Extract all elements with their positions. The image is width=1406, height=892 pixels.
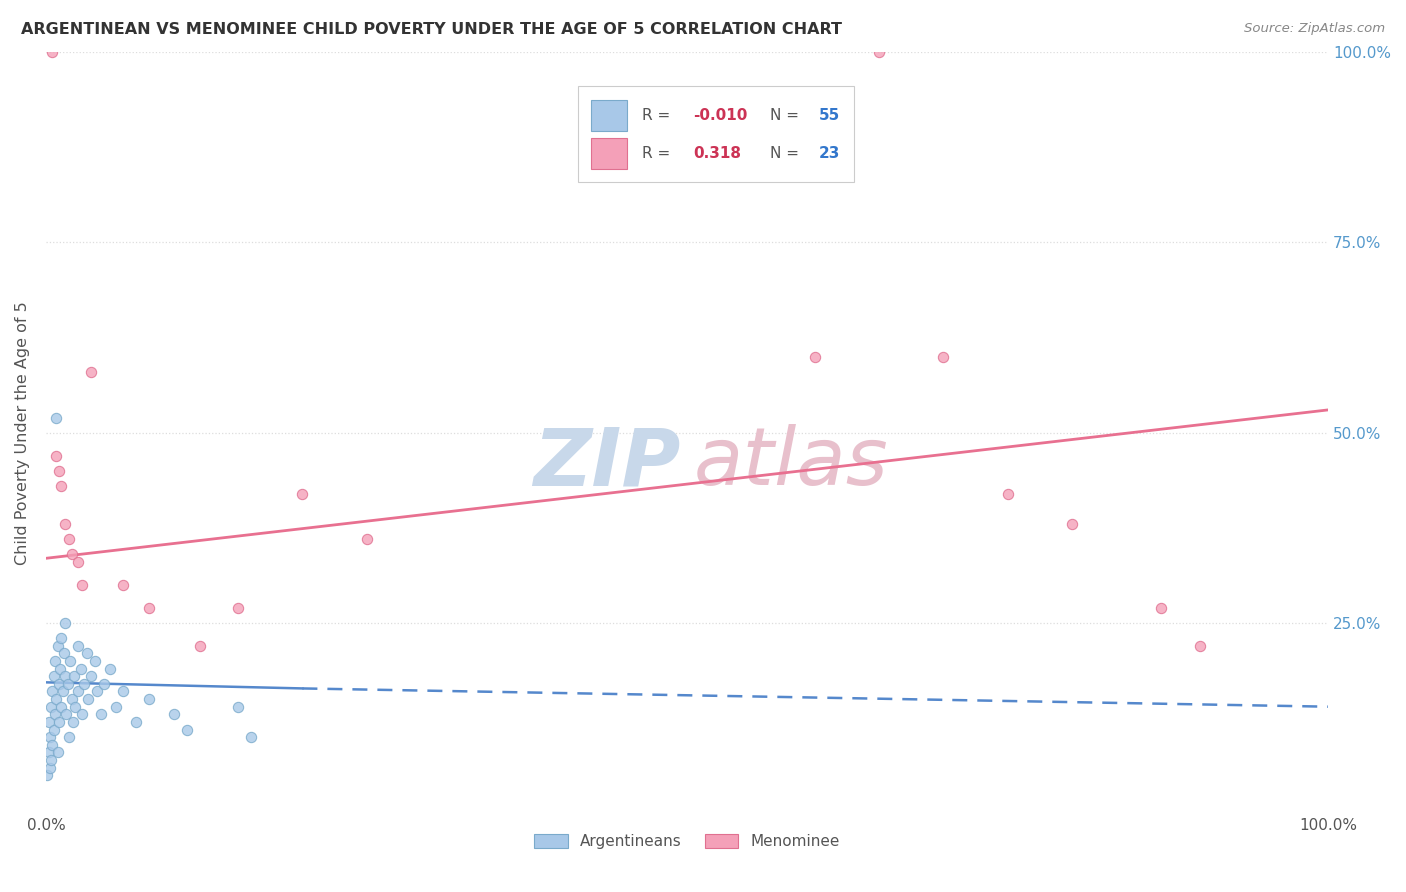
Point [42, 723, 65, 737]
Point [70, 578, 93, 592]
Point [65, 699, 87, 714]
Point [1150, 600, 1173, 615]
Point [38, 745, 60, 759]
Point [1060, 516, 1083, 531]
Point [176, 723, 198, 737]
Point [1188, 639, 1211, 653]
Point [48, 464, 70, 478]
Text: ARGENTINEAN VS MENOMINEE CHILD POVERTY UNDER THE AGE OF 5 CORRELATION CHART: ARGENTINEAN VS MENOMINEE CHILD POVERTY U… [21, 22, 842, 37]
Point [125, 714, 148, 729]
Legend: Argentineans, Menominee: Argentineans, Menominee [529, 828, 846, 855]
Point [58, 533, 80, 547]
Point [86, 684, 108, 698]
Point [55, 707, 77, 722]
Point [38, 714, 60, 729]
Point [38, 761, 60, 775]
Point [44, 654, 66, 668]
Point [56, 677, 79, 691]
Point [59, 654, 82, 668]
Point [98, 662, 121, 676]
Point [44, 707, 66, 722]
Point [932, 350, 955, 364]
Point [70, 707, 93, 722]
Point [53, 516, 76, 531]
Point [66, 555, 89, 569]
FancyBboxPatch shape [578, 87, 853, 182]
Point [58, 730, 80, 744]
Point [52, 647, 75, 661]
Point [52, 684, 75, 698]
Point [69, 662, 91, 676]
Point [188, 639, 211, 653]
Point [111, 578, 134, 592]
Point [46, 745, 69, 759]
Text: atlas: atlas [693, 425, 889, 502]
Point [38, 730, 60, 744]
Point [53, 669, 76, 683]
Text: -0.010: -0.010 [693, 108, 748, 123]
Point [63, 669, 86, 683]
Point [53, 615, 76, 630]
Point [226, 600, 249, 615]
Point [39, 699, 62, 714]
Point [868, 45, 890, 60]
Text: 23: 23 [820, 146, 841, 161]
Point [51, 479, 73, 493]
Point [356, 533, 378, 547]
Point [51, 631, 73, 645]
FancyBboxPatch shape [591, 100, 627, 130]
Text: N =: N = [770, 108, 804, 123]
Point [62, 714, 84, 729]
FancyBboxPatch shape [591, 138, 627, 169]
Point [60, 548, 83, 562]
Point [41, 684, 63, 698]
Point [41, 738, 63, 752]
Text: 0.318: 0.318 [693, 146, 741, 161]
Point [45, 410, 67, 425]
Point [77, 692, 100, 706]
Point [51, 699, 73, 714]
Text: R =: R = [643, 146, 681, 161]
Point [138, 600, 160, 615]
Point [60, 692, 83, 706]
Point [76, 647, 98, 661]
Point [46, 639, 69, 653]
Point [66, 639, 89, 653]
Point [163, 707, 186, 722]
Point [997, 486, 1019, 500]
Point [39, 753, 62, 767]
Text: R =: R = [643, 108, 675, 123]
Point [240, 730, 263, 744]
Point [80, 365, 103, 379]
Point [83, 654, 105, 668]
Point [45, 692, 67, 706]
Text: 55: 55 [820, 108, 841, 123]
Point [48, 714, 70, 729]
Point [105, 699, 128, 714]
Point [66, 684, 89, 698]
Point [291, 486, 314, 500]
Point [226, 699, 249, 714]
Text: ZIP: ZIP [533, 425, 681, 502]
Point [37, 768, 59, 782]
Point [45, 449, 67, 463]
Y-axis label: Child Poverty Under the Age of 5: Child Poverty Under the Age of 5 [15, 301, 30, 565]
Text: Source: ZipAtlas.com: Source: ZipAtlas.com [1244, 22, 1385, 36]
Point [80, 669, 103, 683]
Point [111, 684, 134, 698]
Text: N =: N = [770, 146, 804, 161]
Point [90, 707, 112, 722]
Point [42, 669, 65, 683]
Point [41, 45, 63, 60]
Point [93, 677, 115, 691]
Point [138, 692, 160, 706]
Point [48, 677, 70, 691]
Point [49, 662, 72, 676]
Point [73, 677, 96, 691]
Point [804, 350, 827, 364]
